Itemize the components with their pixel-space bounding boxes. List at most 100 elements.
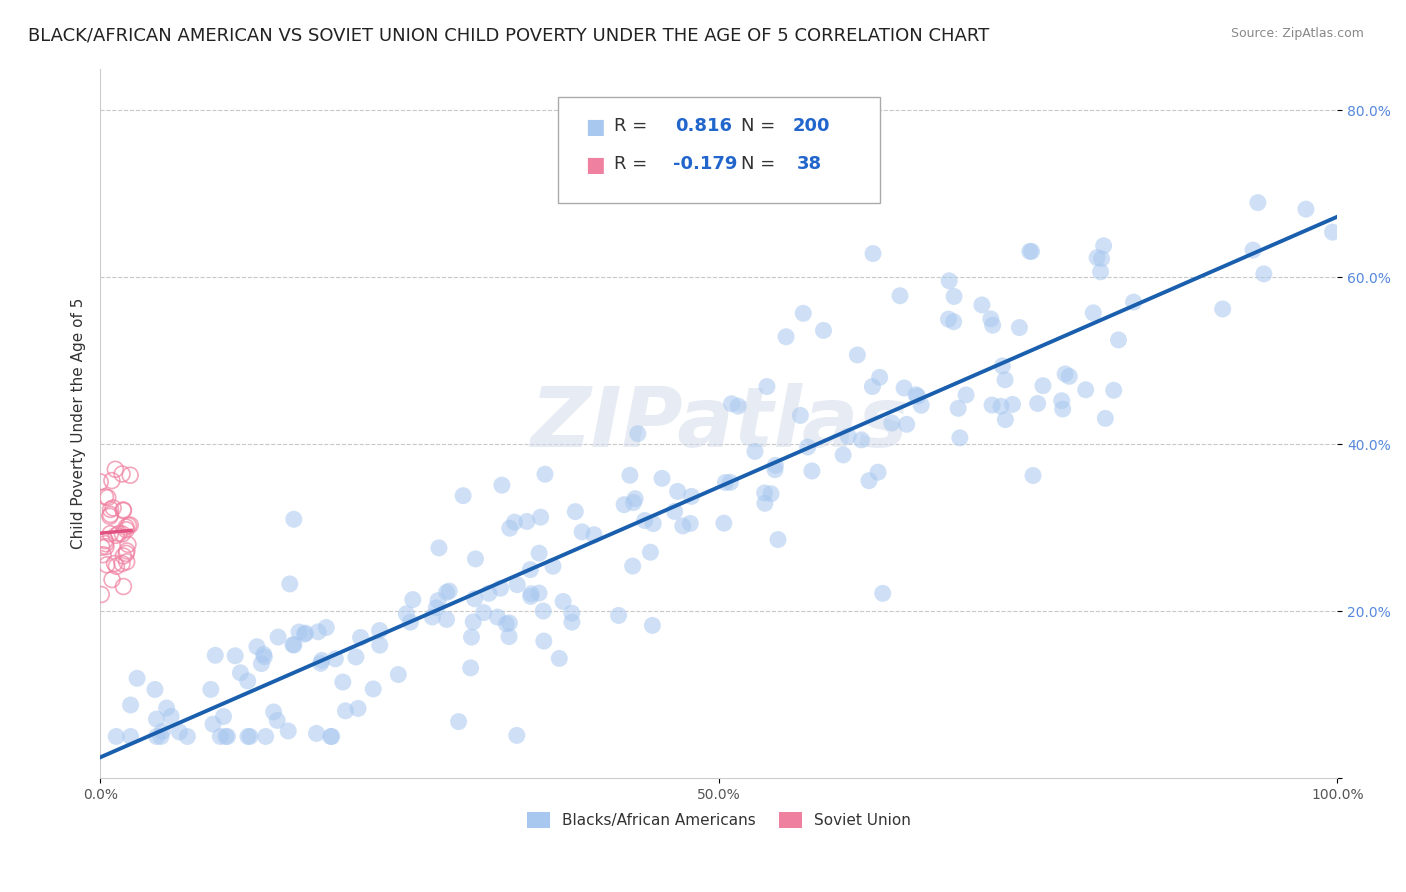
Point — [766, 533, 789, 547]
Point — [112, 580, 135, 594]
Point — [489, 581, 512, 595]
Point — [519, 563, 541, 577]
Point — [713, 516, 735, 531]
Point — [103, 557, 125, 571]
Point — [143, 682, 166, 697]
Point — [990, 400, 1012, 414]
Point — [548, 651, 571, 665]
Point — [277, 723, 299, 738]
Point — [145, 730, 167, 744]
Point — [880, 416, 903, 430]
Point — [200, 682, 222, 697]
Point — [727, 399, 749, 413]
Point — [463, 615, 485, 629]
Point — [94, 490, 117, 504]
Point — [889, 289, 911, 303]
Point — [395, 607, 418, 621]
Point — [254, 730, 277, 744]
Point — [98, 526, 121, 541]
Point — [744, 444, 766, 458]
Point — [246, 640, 269, 654]
Point — [754, 496, 776, 510]
Point — [851, 433, 873, 447]
Point — [495, 616, 517, 631]
Point — [498, 630, 520, 644]
Point — [530, 510, 553, 524]
Text: N =: N = — [741, 117, 782, 135]
Point — [621, 559, 644, 574]
Point — [217, 730, 239, 744]
Point — [1241, 243, 1264, 257]
Point — [464, 591, 486, 606]
Legend: Blacks/African Americans, Soviet Union: Blacks/African Americans, Soviet Union — [520, 806, 917, 834]
Point — [283, 512, 305, 526]
Point — [267, 630, 290, 644]
Point — [97, 491, 120, 505]
Point — [872, 586, 894, 600]
Point — [506, 728, 529, 742]
Point — [1212, 301, 1234, 316]
Point — [534, 467, 557, 482]
Point — [94, 533, 117, 548]
Point — [145, 712, 167, 726]
Point — [332, 675, 354, 690]
Point — [896, 417, 918, 432]
Point — [527, 586, 550, 600]
Point — [111, 467, 134, 481]
Point — [94, 537, 117, 551]
Point — [503, 515, 526, 529]
Point — [571, 524, 593, 539]
Point — [981, 318, 1004, 333]
Point — [283, 638, 305, 652]
Point — [1085, 251, 1108, 265]
Point — [1026, 396, 1049, 410]
Point — [152, 724, 174, 739]
Point — [846, 348, 869, 362]
Point — [112, 549, 135, 563]
Point — [624, 491, 647, 506]
Point — [115, 544, 138, 558]
Point — [907, 389, 929, 403]
Point — [1054, 367, 1077, 381]
Point — [212, 709, 235, 723]
Point — [619, 468, 641, 483]
Text: 0.816: 0.816 — [675, 117, 733, 135]
Point — [253, 648, 276, 662]
Point — [149, 730, 172, 744]
Text: ■: ■ — [585, 155, 605, 175]
Point — [1322, 225, 1344, 239]
Point — [938, 312, 960, 326]
Point — [1018, 244, 1040, 259]
Point — [325, 652, 347, 666]
Text: 38: 38 — [797, 155, 823, 173]
Text: ZIPatlas: ZIPatlas — [530, 383, 908, 464]
Point — [319, 730, 342, 744]
Point — [627, 426, 650, 441]
Point — [1108, 333, 1130, 347]
Text: ■: ■ — [585, 117, 605, 136]
Point — [100, 502, 122, 516]
Point — [311, 653, 333, 667]
Point — [910, 398, 932, 412]
Point — [1253, 267, 1275, 281]
FancyBboxPatch shape — [558, 97, 880, 203]
Point — [368, 624, 391, 638]
Point — [640, 545, 662, 559]
Point — [955, 388, 977, 402]
Point — [904, 388, 927, 402]
Point — [120, 518, 142, 533]
Point — [399, 615, 422, 630]
Point — [224, 648, 246, 663]
Point — [111, 557, 134, 571]
Point — [120, 698, 142, 712]
Point — [105, 559, 128, 574]
Point — [1094, 411, 1116, 425]
Point — [533, 634, 555, 648]
Point — [1050, 393, 1073, 408]
Point — [1092, 239, 1115, 253]
Point — [531, 604, 554, 618]
Text: Source: ZipAtlas.com: Source: ZipAtlas.com — [1230, 27, 1364, 40]
Point — [422, 610, 444, 624]
Point — [307, 624, 329, 639]
Point — [91, 548, 114, 562]
